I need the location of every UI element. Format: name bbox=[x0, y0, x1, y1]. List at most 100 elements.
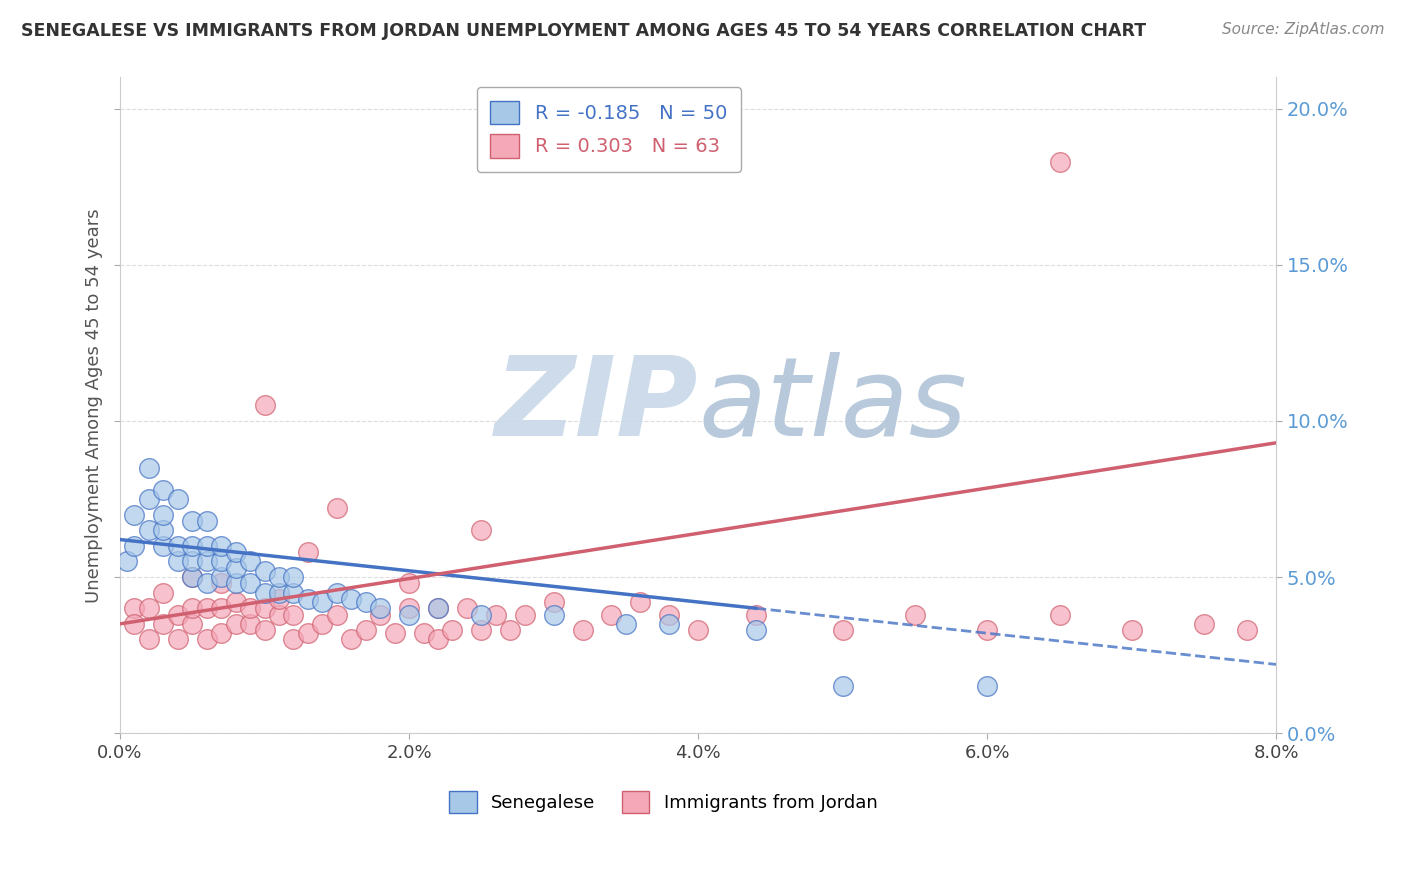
Point bbox=[485, 607, 508, 622]
Point bbox=[297, 545, 319, 559]
Point bbox=[688, 623, 710, 637]
Point bbox=[124, 616, 146, 631]
Point bbox=[152, 585, 174, 599]
Point bbox=[398, 576, 420, 591]
Point bbox=[239, 554, 262, 568]
Point bbox=[152, 508, 174, 522]
Point bbox=[499, 623, 522, 637]
Point bbox=[209, 601, 232, 615]
Point bbox=[745, 623, 768, 637]
Point bbox=[326, 607, 349, 622]
Point bbox=[326, 585, 349, 599]
Point bbox=[181, 570, 204, 584]
Point bbox=[166, 607, 188, 622]
Point bbox=[253, 623, 276, 637]
Point bbox=[166, 539, 188, 553]
Point bbox=[124, 601, 146, 615]
Point bbox=[1049, 607, 1071, 622]
Text: atlas: atlas bbox=[699, 351, 967, 458]
Point bbox=[115, 554, 138, 568]
Point bbox=[181, 570, 204, 584]
Point bbox=[340, 591, 363, 606]
Point bbox=[354, 595, 377, 609]
Point bbox=[225, 616, 247, 631]
Point bbox=[600, 607, 623, 622]
Point bbox=[181, 539, 204, 553]
Point bbox=[267, 607, 290, 622]
Point bbox=[368, 607, 391, 622]
Point bbox=[195, 554, 218, 568]
Point bbox=[225, 560, 247, 574]
Point bbox=[253, 398, 276, 412]
Point bbox=[368, 601, 391, 615]
Point bbox=[181, 616, 204, 631]
Point bbox=[253, 601, 276, 615]
Point bbox=[195, 514, 218, 528]
Point bbox=[543, 595, 565, 609]
Point bbox=[427, 632, 450, 647]
Point bbox=[326, 501, 349, 516]
Point bbox=[427, 601, 450, 615]
Point bbox=[470, 523, 492, 537]
Point bbox=[152, 523, 174, 537]
Point bbox=[283, 585, 305, 599]
Point bbox=[658, 616, 681, 631]
Point bbox=[297, 626, 319, 640]
Y-axis label: Unemployment Among Ages 45 to 54 years: Unemployment Among Ages 45 to 54 years bbox=[86, 208, 103, 603]
Point bbox=[340, 632, 363, 647]
Point bbox=[124, 508, 146, 522]
Point bbox=[166, 632, 188, 647]
Point bbox=[831, 623, 853, 637]
Point bbox=[195, 601, 218, 615]
Point bbox=[209, 570, 232, 584]
Point bbox=[283, 570, 305, 584]
Point bbox=[152, 483, 174, 497]
Point bbox=[181, 554, 204, 568]
Point bbox=[297, 591, 319, 606]
Point bbox=[976, 679, 998, 693]
Point bbox=[398, 607, 420, 622]
Point bbox=[239, 576, 262, 591]
Point bbox=[398, 601, 420, 615]
Point bbox=[283, 632, 305, 647]
Point bbox=[571, 623, 593, 637]
Point bbox=[225, 595, 247, 609]
Point bbox=[166, 554, 188, 568]
Point bbox=[181, 514, 204, 528]
Point bbox=[267, 591, 290, 606]
Point bbox=[209, 626, 232, 640]
Point bbox=[209, 554, 232, 568]
Point bbox=[124, 539, 146, 553]
Point bbox=[470, 623, 492, 637]
Point bbox=[138, 491, 160, 506]
Point bbox=[138, 460, 160, 475]
Point bbox=[658, 607, 681, 622]
Text: SENEGALESE VS IMMIGRANTS FROM JORDAN UNEMPLOYMENT AMONG AGES 45 TO 54 YEARS CORR: SENEGALESE VS IMMIGRANTS FROM JORDAN UNE… bbox=[21, 22, 1146, 40]
Point bbox=[239, 616, 262, 631]
Point bbox=[253, 585, 276, 599]
Point bbox=[745, 607, 768, 622]
Point bbox=[166, 491, 188, 506]
Point bbox=[831, 679, 853, 693]
Point bbox=[195, 576, 218, 591]
Point bbox=[427, 601, 450, 615]
Point bbox=[283, 607, 305, 622]
Point bbox=[1121, 623, 1143, 637]
Point bbox=[311, 616, 333, 631]
Point bbox=[470, 607, 492, 622]
Point bbox=[209, 576, 232, 591]
Point bbox=[253, 564, 276, 578]
Text: Source: ZipAtlas.com: Source: ZipAtlas.com bbox=[1222, 22, 1385, 37]
Point bbox=[1236, 623, 1258, 637]
Point bbox=[1192, 616, 1215, 631]
Point bbox=[543, 607, 565, 622]
Point bbox=[138, 601, 160, 615]
Point bbox=[354, 623, 377, 637]
Text: ZIP: ZIP bbox=[495, 351, 699, 458]
Point bbox=[412, 626, 434, 640]
Point bbox=[628, 595, 651, 609]
Point bbox=[152, 616, 174, 631]
Point bbox=[384, 626, 406, 640]
Point bbox=[195, 632, 218, 647]
Point bbox=[267, 585, 290, 599]
